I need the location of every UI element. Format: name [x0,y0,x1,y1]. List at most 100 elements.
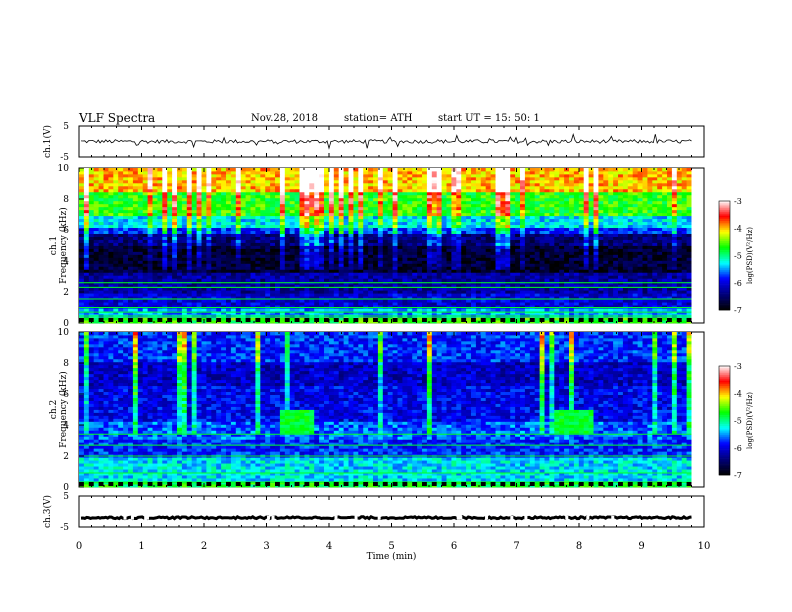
heatmap-cell [245,236,251,240]
heatmap-cell [113,311,119,315]
heatmap-cell [402,215,408,220]
heatmap-cell [88,266,95,270]
heatmap-cell [230,212,237,217]
heatmap-cell [451,266,457,270]
heatmap-cell [681,278,687,282]
heatmap-cell [475,212,482,217]
heatmap-cell [265,227,271,231]
heatmap-cell [353,302,359,306]
heatmap-cell [368,287,374,291]
heatmap-cell [598,248,604,252]
heatmap-cell [583,239,589,243]
heatmap-cell [279,302,286,306]
heatmap-cell [216,290,222,294]
heatmap-cell [559,227,565,231]
heatmap-cell [657,221,663,226]
heatmap-cell [461,254,467,258]
heatmap-cell [544,320,550,324]
heatmap-cell [137,227,144,231]
heatmap-cell [309,266,315,270]
heatmap-cell [93,227,99,231]
heatmap-cell [387,242,393,246]
heatmap-cell [177,299,183,303]
heatmap-cell [436,302,442,306]
heatmap-cell [132,230,139,234]
heatmap-cell [314,209,320,214]
heatmap-cell [275,287,281,291]
heatmap-cell [147,236,153,240]
heatmap-cell [103,254,109,258]
heatmap-cell [534,290,540,294]
heatmap-cell [466,275,472,279]
heatmap-cell [250,299,256,303]
heatmap-cell [593,302,599,306]
heatmap-cell [627,230,634,234]
heatmap-cell [637,284,643,288]
heatmap-cell [368,284,374,288]
heatmap-cell [279,239,286,243]
heatmap-cell [265,218,271,223]
heatmap-cell [314,308,320,312]
heatmap-cell [137,287,144,291]
heatmap-cell [451,299,457,303]
heatmap-cell [118,209,124,214]
heatmap-cell [446,305,452,309]
heatmap-cell [328,290,335,294]
heatmap-cell [603,218,609,223]
heatmap-cell [603,233,609,237]
heatmap-cell [573,320,580,324]
heatmap-cell [348,293,354,297]
heatmap-cell [642,218,648,223]
heatmap-cell [426,209,433,214]
heatmap-cell [573,263,580,267]
heatmap-cell [686,236,692,240]
heatmap-cell [412,311,418,315]
heatmap-cell [382,215,389,220]
heatmap-cell [103,293,109,297]
heatmap-cell [333,218,340,223]
heatmap-cell [495,260,501,264]
heatmap-cell [485,269,491,273]
heatmap-cell [226,224,232,229]
heatmap-cell [368,290,374,294]
heatmap-cell [618,251,624,255]
heatmap-cell [422,209,428,214]
heatmap-cell [343,278,349,282]
heatmap-cell [598,269,604,273]
heatmap-cell [348,287,354,291]
heatmap-cell [608,278,614,282]
heatmap-cell [559,290,565,294]
heatmap-cell [392,239,398,243]
heatmap-cell [667,278,673,282]
heatmap-cell [152,278,158,282]
heatmap-cell [637,224,643,229]
heatmap-cell [147,311,153,315]
heatmap-cell [475,296,482,300]
heatmap-cell [662,224,668,229]
heatmap-cell [583,251,589,255]
heatmap-cell [206,242,212,246]
heatmap-cell [422,260,428,264]
heatmap-cell [289,266,295,270]
heatmap-cell [137,245,144,249]
heatmap-cell [564,215,570,220]
heatmap-cell [456,308,462,312]
heatmap-cell [549,296,555,300]
heatmap-cell [88,254,95,258]
heatmap-cell [573,212,580,217]
heatmap-cell [446,218,452,223]
heatmap-cell [235,284,242,288]
heatmap-cell [637,290,643,294]
heatmap-cell [353,305,359,309]
heatmap-cell [627,284,634,288]
heatmap-cell [397,245,403,249]
heatmap-cell [642,296,648,300]
heatmap-cell [363,251,369,255]
heatmap-cell [338,317,344,321]
heatmap-cell [108,233,114,237]
heatmap-cell [588,272,594,276]
heatmap-cell [255,305,261,309]
heatmap-cell [113,239,119,243]
heatmap-cell [603,296,609,300]
heatmap-cell [93,308,99,312]
